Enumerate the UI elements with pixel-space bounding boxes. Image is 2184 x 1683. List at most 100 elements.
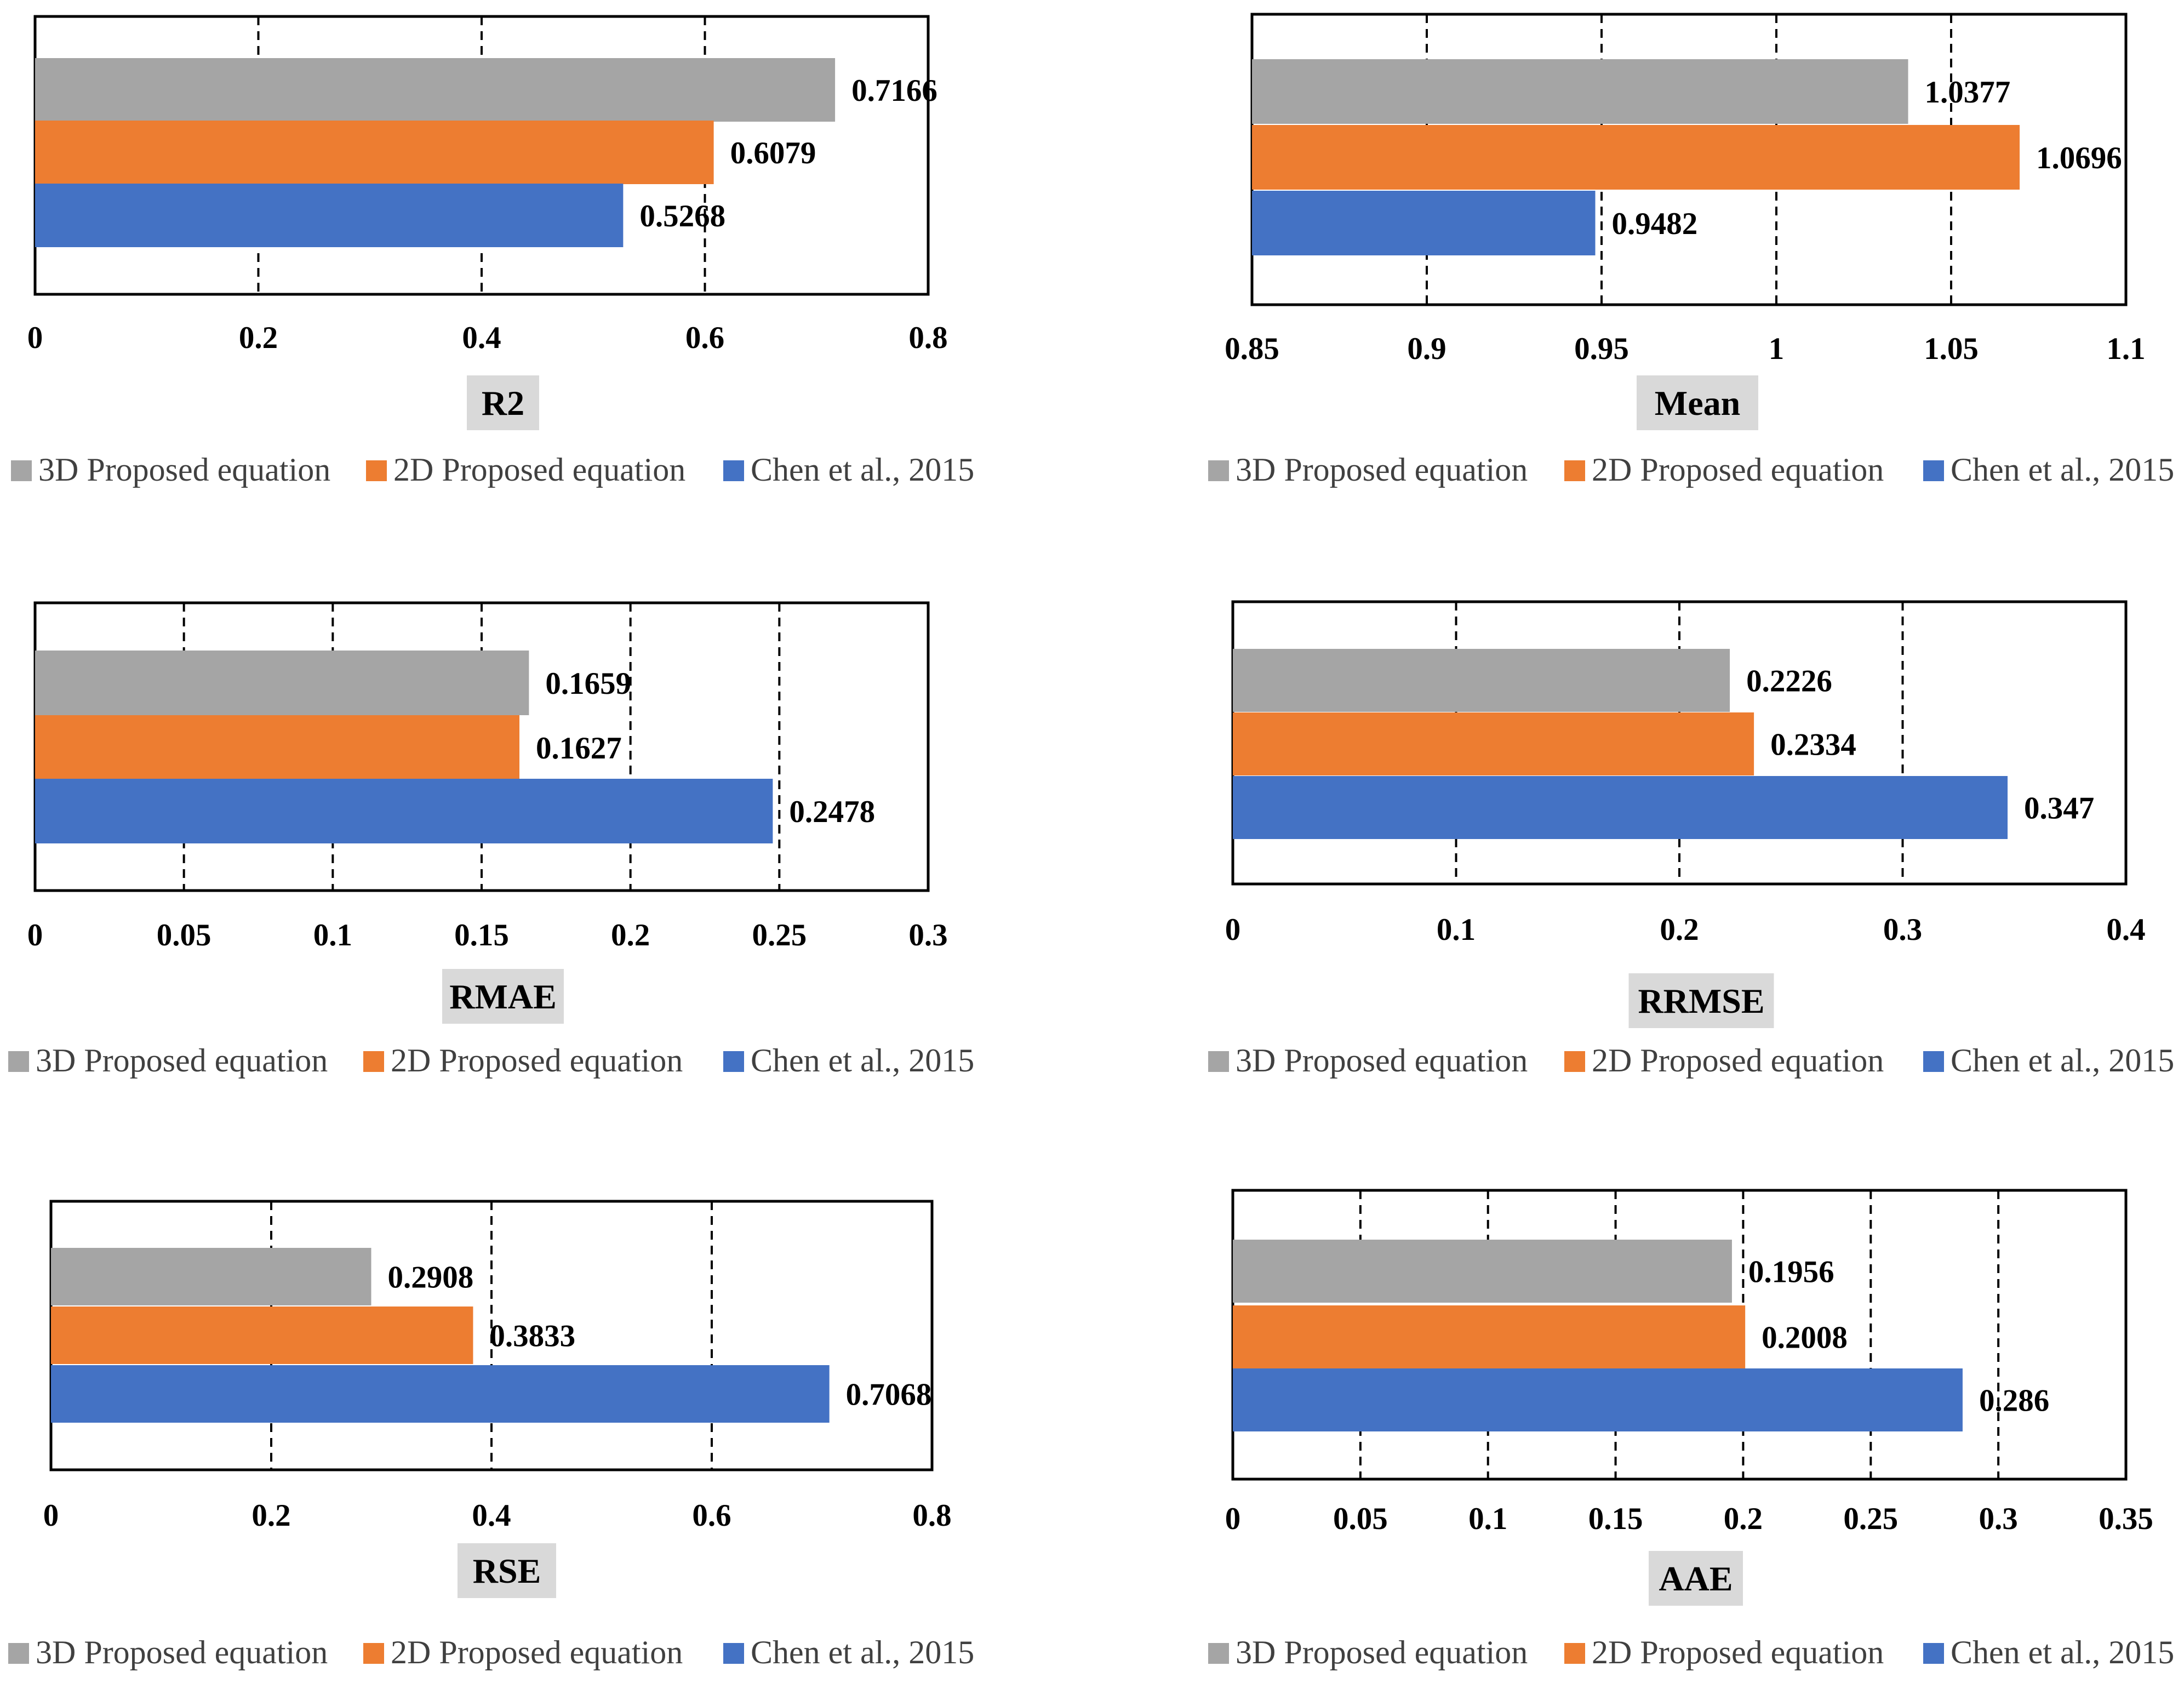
bar-chen <box>35 779 773 843</box>
tick-label: 0.9 <box>1407 332 1446 366</box>
bar-2d <box>51 1307 473 1364</box>
legend-label: 2D Proposed equation <box>391 1634 683 1670</box>
legend-label: 2D Proposed equation <box>393 452 685 488</box>
data-label: 0.9482 <box>1612 207 1698 241</box>
bar-2d <box>1252 125 2020 190</box>
bar-chen <box>35 184 624 247</box>
data-label: 0.286 <box>1979 1384 2049 1418</box>
bar-3d <box>35 651 529 715</box>
legend-swatch <box>8 1051 29 1072</box>
tick-label: 0.15 <box>454 918 509 952</box>
tick-label: 1 <box>1769 332 1785 366</box>
legend-swatch <box>1923 460 1944 481</box>
data-label: 1.0696 <box>2036 141 2122 175</box>
axis-title: R2 <box>482 384 524 423</box>
legend-swatch <box>1564 1051 1585 1072</box>
data-label: 0.2334 <box>1770 728 1856 762</box>
tick-label: 0.95 <box>1574 332 1629 366</box>
legend-swatch <box>723 460 744 481</box>
tick-label: 0.2 <box>1724 1502 1763 1536</box>
data-label: 0.6079 <box>730 136 816 170</box>
tick-label: 0.05 <box>157 918 211 952</box>
legend-label: 3D Proposed equation <box>36 1634 328 1670</box>
tick-label: 1.05 <box>1924 332 1979 366</box>
legend-label: 3D Proposed equation <box>1236 1634 1528 1670</box>
data-label: 0.1956 <box>1748 1255 1834 1290</box>
legend: 3D Proposed equation 2D Proposed equation… <box>8 1042 974 1079</box>
axis-title: AAE <box>1659 1559 1733 1598</box>
legend-swatch <box>1923 1643 1944 1664</box>
data-label: 0.7068 <box>846 1378 932 1412</box>
tick-label: 0 <box>27 918 43 952</box>
chart-panel-rmae: 0.1659 0.1627 0.2478 0 0.05 0.1 0.15 0.2 0.25 0.3… <box>8 601 974 1079</box>
legend-swatch <box>723 1643 744 1664</box>
bar-2d <box>35 715 520 780</box>
legend-swatch <box>1208 1643 1229 1664</box>
tick-label: 0.25 <box>1843 1502 1898 1536</box>
tick-label: 0.3 <box>908 918 947 952</box>
legend-label: Chen et al., 2015 <box>751 1634 974 1670</box>
legend-label: Chen et al., 2015 <box>1951 1634 2174 1670</box>
legend-label: 3D Proposed equation <box>36 1042 328 1079</box>
legend-label: 2D Proposed equation <box>391 1042 683 1079</box>
chart-panel-rse: 0.2908 0.3833 0.7068 0 0.2 0.4 0.6 0.8 RSE 3D Pro… <box>8 1200 974 1670</box>
tick-label: 0 <box>43 1498 59 1533</box>
bar-3d <box>35 58 836 122</box>
legend-label: 3D Proposed equation <box>1236 1042 1528 1079</box>
tick-label: 0.6 <box>692 1498 731 1533</box>
data-label: 0.1627 <box>536 731 622 766</box>
legend-label: Chen et al., 2015 <box>751 452 974 488</box>
legend-label: 2D Proposed equation <box>1592 1634 1884 1670</box>
tick-label: 0.15 <box>1588 1502 1643 1536</box>
bar-chen <box>1233 776 2008 839</box>
data-label: 0.1659 <box>545 666 631 701</box>
bar-2d <box>1233 712 1754 775</box>
tick-label: 0 <box>1225 912 1241 947</box>
legend-swatch <box>366 460 387 481</box>
tick-label: 0.1 <box>1437 912 1476 947</box>
tick-label: 0.6 <box>685 321 724 355</box>
axis-title-box <box>442 969 564 1024</box>
tick-label: 0.1 <box>1468 1502 1507 1536</box>
legend-swatch <box>8 1643 29 1664</box>
bar-chen <box>1233 1368 1963 1431</box>
tick-label: 0.85 <box>1225 332 1279 366</box>
legend-swatch <box>723 1051 744 1072</box>
data-label: 0.7166 <box>851 73 937 108</box>
legend-swatch <box>363 1051 384 1072</box>
tick-label: 0.3 <box>1883 912 1922 947</box>
legend-label: Chen et al., 2015 <box>1951 452 2174 488</box>
data-label: 0.2008 <box>1762 1321 1848 1355</box>
tick-label: 0.35 <box>2099 1502 2153 1536</box>
data-label: 0.2908 <box>388 1260 474 1295</box>
tick-label: 1.1 <box>2106 332 2145 366</box>
tick-label: 0.2 <box>239 321 278 355</box>
legend: 3D Proposed equation 2D Proposed equation… <box>11 452 974 488</box>
legend: 3D Proposed equation 2D Proposed equation… <box>1208 1042 2174 1079</box>
tick-label: 0 <box>1225 1502 1241 1536</box>
data-label: 0.5268 <box>639 199 725 233</box>
tick-label: 0 <box>27 321 43 355</box>
tick-label: 0.8 <box>908 321 947 355</box>
bar-3d <box>1233 1240 1732 1303</box>
bar-3d <box>1233 649 1730 712</box>
axis-title-box <box>1628 973 1774 1028</box>
tick-label: 0.3 <box>1979 1502 2018 1536</box>
data-label: 1.0377 <box>1925 75 2011 110</box>
axis-title: RSE <box>473 1551 541 1590</box>
data-label: 0.2478 <box>789 795 875 829</box>
tick-label: 0.1 <box>313 918 352 952</box>
legend-swatch <box>1564 1643 1585 1664</box>
data-label: 0.3833 <box>489 1319 575 1354</box>
tick-label: 0.8 <box>912 1498 951 1533</box>
legend-swatch <box>1208 1051 1229 1072</box>
legend: 3D Proposed equation 2D Proposed equation… <box>1208 452 2174 488</box>
axis-title-box <box>467 375 539 430</box>
tick-label: 0.2 <box>251 1498 290 1533</box>
axis-title: RRMSE <box>1638 982 1764 1020</box>
data-label: 0.2226 <box>1746 664 1832 699</box>
legend-label: 2D Proposed equation <box>1592 1042 1884 1079</box>
legend-swatch <box>1564 460 1585 481</box>
